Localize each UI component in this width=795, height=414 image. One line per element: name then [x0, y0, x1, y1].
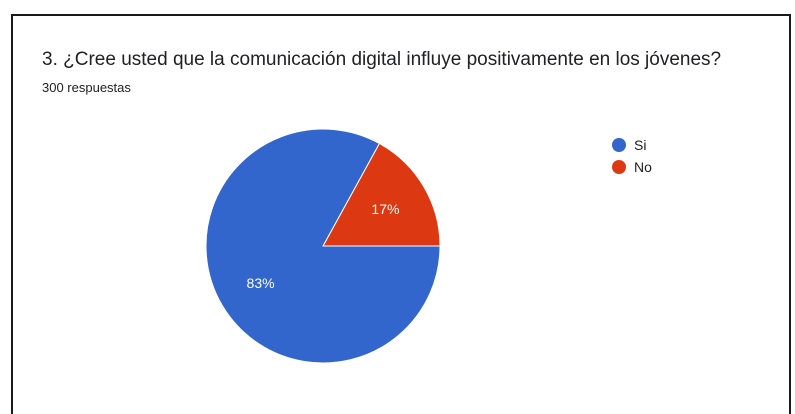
pie-label-si: 83% [247, 275, 275, 291]
legend-swatch-si [612, 138, 626, 152]
legend-label-no: No [634, 159, 652, 175]
legend-item-no[interactable]: No [612, 156, 652, 178]
card-frame [11, 14, 791, 414]
response-count: 300 respuestas [42, 80, 131, 95]
chart-legend: Si No [612, 134, 652, 178]
legend-item-si[interactable]: Si [612, 134, 652, 156]
question-title: 3. ¿Cree usted que la comunicación digit… [42, 49, 722, 70]
pie-chart: 17% 83% [205, 128, 441, 364]
pie-slice-no[interactable] [322, 142, 441, 247]
pie-label-no: 17% [371, 201, 399, 217]
legend-swatch-no [612, 160, 626, 174]
legend-label-si: Si [634, 137, 647, 153]
pie-slice-si[interactable] [205, 128, 441, 364]
